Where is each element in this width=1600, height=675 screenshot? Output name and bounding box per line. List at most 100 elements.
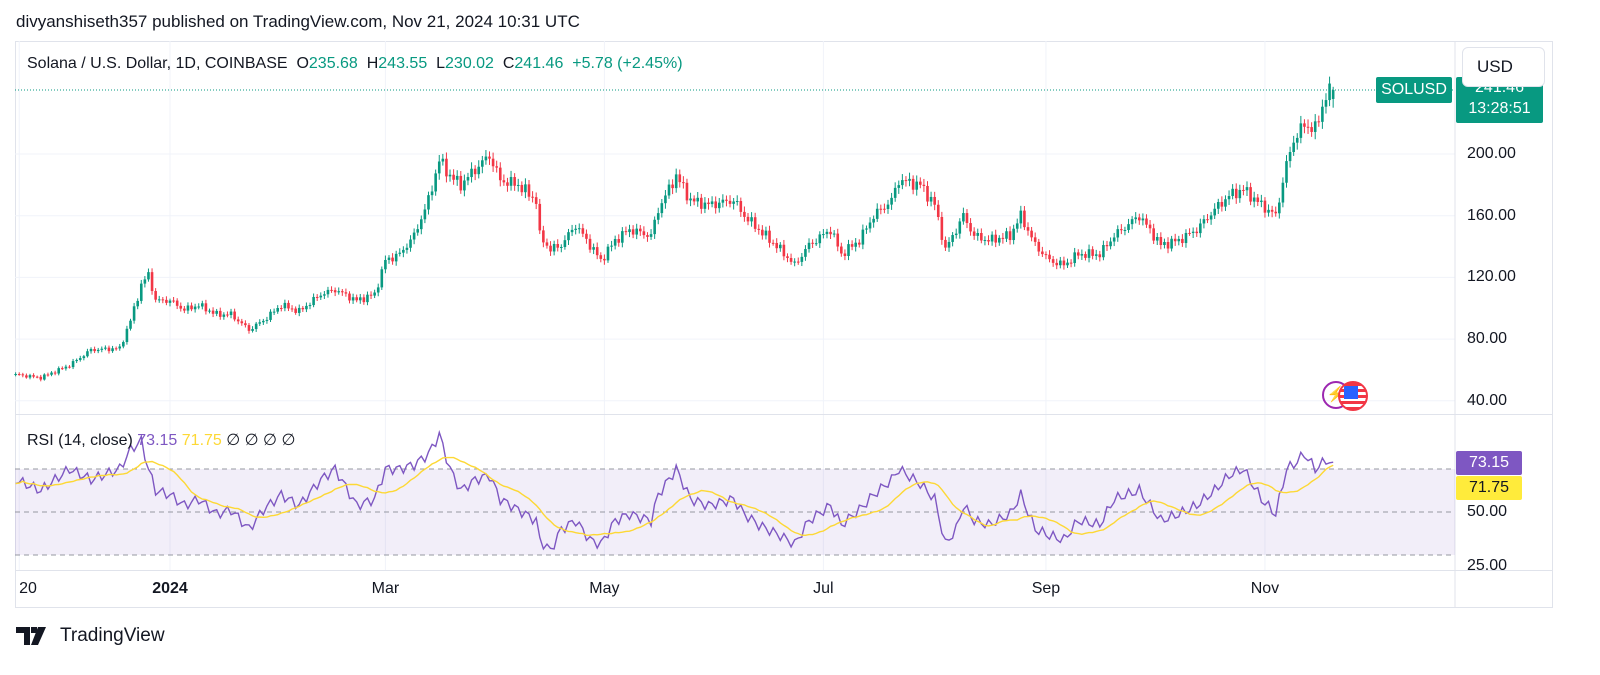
candle-body — [692, 198, 696, 202]
candle-body — [1184, 232, 1188, 244]
bar-countdown: 13:28:51 — [1468, 100, 1531, 117]
candle-body — [1105, 245, 1109, 247]
candle-body — [1170, 238, 1173, 249]
candle-body — [351, 297, 355, 301]
candle-body — [183, 308, 186, 311]
price-axis-label: 120.00 — [1467, 268, 1516, 286]
currency-button[interactable]: USD — [1462, 47, 1545, 87]
candle-body — [201, 303, 204, 307]
rsi-ma-value: 71.75 — [181, 432, 222, 449]
candle-body — [197, 306, 201, 308]
candle-body — [671, 184, 674, 189]
candle-body — [549, 245, 552, 252]
candle-body — [204, 303, 208, 312]
candle-body — [68, 366, 71, 368]
candle-body — [139, 283, 143, 301]
candle-body — [172, 300, 175, 302]
candle-body — [391, 257, 394, 262]
candle-body — [402, 249, 405, 253]
candle-body — [279, 308, 283, 310]
candle-body — [581, 228, 585, 234]
candle-body — [1278, 202, 1281, 214]
candle-body — [455, 175, 459, 180]
candle-body — [861, 229, 865, 245]
candle-body — [829, 231, 832, 235]
open-value: 235.68 — [308, 55, 358, 72]
candle-body — [1159, 237, 1163, 246]
open-label: O — [296, 55, 309, 72]
candle-body — [233, 311, 236, 320]
candle-body — [628, 229, 631, 233]
candle-body — [800, 256, 804, 262]
candle-body — [667, 184, 671, 196]
candle-body — [646, 235, 649, 237]
symbol-badge: SOLUSD — [1376, 77, 1452, 103]
candle-body — [678, 174, 682, 183]
candle-body — [1299, 123, 1303, 138]
candle-body — [355, 297, 358, 301]
candle-body — [717, 202, 721, 209]
candle-body — [585, 233, 588, 239]
price-axis-label: 200.00 — [1467, 145, 1516, 162]
candle-body — [290, 308, 294, 310]
candle-body — [315, 296, 319, 298]
candle-body — [613, 238, 617, 246]
candle-body — [940, 216, 944, 240]
candle-body — [330, 289, 333, 291]
candle-body — [333, 290, 337, 293]
candle-body — [789, 257, 793, 262]
candle-body — [434, 173, 437, 192]
candle-body — [312, 296, 315, 306]
candle-body — [71, 361, 75, 368]
candle-body — [14, 374, 17, 376]
candle-body — [64, 366, 68, 369]
na-value: ∅ — [226, 432, 241, 449]
candle-body — [1295, 137, 1299, 143]
candle-body — [452, 174, 455, 180]
candle-body — [1012, 228, 1015, 241]
candle-body — [78, 358, 82, 360]
candle-body — [933, 196, 936, 205]
candle-body — [782, 244, 786, 257]
candle-body — [804, 249, 807, 257]
candle-body — [283, 302, 287, 309]
candle-body — [1023, 210, 1026, 228]
candle-body — [466, 177, 470, 181]
candle-body — [175, 300, 179, 306]
candle-body — [822, 234, 825, 236]
candle-body — [122, 342, 125, 347]
candle-body — [1048, 254, 1051, 260]
candle-body — [768, 230, 771, 243]
candle-body — [951, 235, 954, 242]
candle-body — [947, 241, 951, 248]
us-flag-icon[interactable] — [1338, 381, 1368, 411]
candle-body — [926, 185, 929, 202]
candle-body — [875, 208, 879, 219]
candle-body — [1260, 200, 1263, 202]
candle-body — [21, 374, 25, 376]
candle-body — [1134, 217, 1138, 220]
candle-body — [337, 291, 341, 293]
candle-body — [642, 231, 646, 236]
candle-body — [807, 242, 811, 250]
candle-body — [811, 242, 814, 244]
footer: TradingView — [16, 625, 165, 647]
candle-body — [1152, 228, 1155, 241]
candle-body — [265, 319, 269, 321]
candle-body — [520, 184, 524, 193]
candle-body — [983, 239, 987, 241]
candle-body — [1281, 182, 1285, 203]
candle-body — [703, 202, 707, 209]
time-axis-label: 2024 — [152, 580, 188, 597]
candle-body — [427, 195, 430, 210]
candle-body — [739, 201, 743, 212]
candle-body — [502, 180, 506, 183]
candle-body — [1303, 123, 1306, 127]
candle-body — [53, 372, 57, 374]
candle-body — [1044, 254, 1048, 256]
candle-body — [606, 246, 610, 261]
candle-body — [1234, 188, 1238, 199]
candle-body — [624, 231, 628, 233]
candle-body — [997, 237, 1001, 243]
